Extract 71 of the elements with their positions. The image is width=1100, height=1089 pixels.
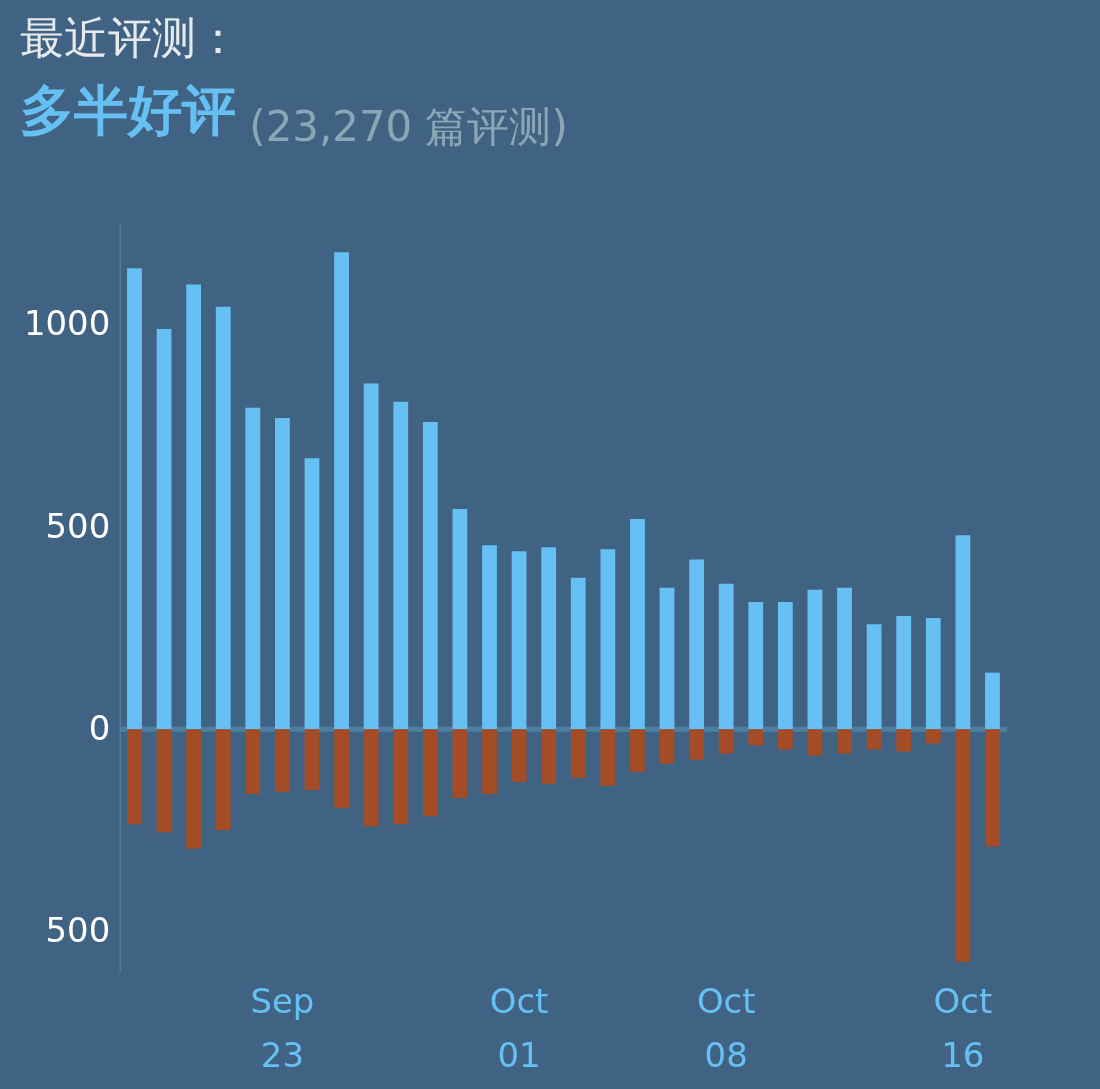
bar (422, 421, 438, 730)
bar (275, 729, 290, 792)
bar (511, 551, 527, 730)
bar (482, 729, 497, 794)
bar (215, 306, 231, 730)
y-tick-label: 500 (45, 506, 111, 546)
bar (393, 401, 409, 730)
bar (600, 549, 616, 730)
bar (985, 672, 1000, 730)
bar (422, 729, 438, 817)
bar (955, 535, 971, 730)
chart-subtitle: 多半好评 (19, 79, 236, 143)
bar (156, 729, 172, 833)
bar (955, 729, 971, 962)
bar (156, 328, 172, 730)
bar (304, 458, 320, 730)
chart-title: 最近评测： (19, 12, 240, 64)
bar (304, 729, 320, 790)
bar (452, 508, 468, 730)
bar (777, 729, 793, 750)
bar (482, 545, 497, 730)
bar (363, 729, 379, 827)
text: (23,270 篇评测) (249, 102, 568, 152)
y-tick-label: 0 (88, 708, 111, 748)
bar (777, 601, 793, 730)
bar (215, 729, 231, 831)
bar (570, 729, 586, 778)
x-tick-label: Oct 01 (489, 982, 549, 1076)
bar (837, 587, 852, 730)
bar (689, 729, 704, 760)
bar (127, 268, 142, 730)
bar (896, 616, 912, 730)
bar (985, 729, 1000, 847)
bar (896, 729, 912, 752)
y-tick-label: 1000 (23, 304, 111, 344)
bar (748, 729, 764, 746)
bar (186, 729, 202, 849)
bar (541, 547, 557, 730)
x-tick-label: Sep 23 (250, 982, 315, 1076)
bar (186, 284, 202, 730)
bar (659, 729, 675, 764)
bar (600, 729, 616, 786)
bar (807, 589, 823, 730)
bar (363, 383, 379, 730)
bar (511, 729, 527, 782)
bar (748, 601, 764, 730)
bar (334, 729, 349, 809)
bar (334, 252, 349, 730)
bar (718, 583, 734, 730)
bar (630, 729, 645, 772)
bar (127, 729, 142, 825)
bar (689, 559, 704, 730)
x-tick-label: Oct 08 (696, 982, 756, 1076)
bar (925, 618, 941, 730)
bar (245, 407, 261, 730)
bar (807, 729, 823, 756)
bar (452, 729, 468, 798)
bar (659, 587, 675, 730)
bar (275, 417, 290, 730)
bar (393, 729, 409, 825)
y-tick-label: 500 (45, 910, 111, 950)
bar (570, 577, 586, 730)
bar (866, 624, 882, 730)
bar (866, 729, 882, 750)
bar (541, 729, 557, 784)
bar (245, 729, 261, 794)
bar (718, 729, 734, 754)
bar (925, 729, 941, 744)
bar (837, 729, 852, 754)
bar (630, 519, 645, 730)
x-tick-label: Oct 16 (933, 982, 993, 1076)
